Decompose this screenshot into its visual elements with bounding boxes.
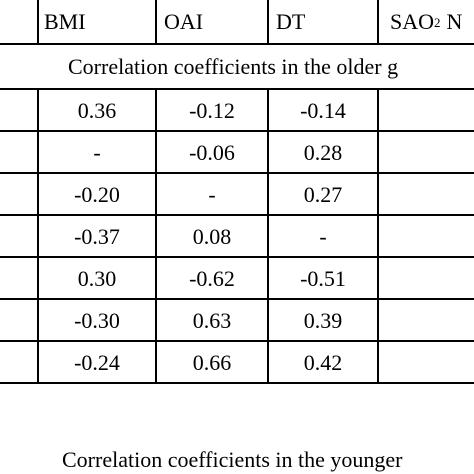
horizontal-rule — [0, 130, 474, 132]
horizontal-rule — [0, 43, 474, 45]
table-cell: 0.27 — [303, 182, 343, 207]
vertical-rule — [37, 88, 39, 384]
vertical-rule — [155, 88, 157, 384]
table-cell: - — [208, 182, 216, 207]
table-cell: 0.36 — [77, 98, 117, 123]
vertical-rule — [267, 88, 269, 384]
horizontal-rule — [0, 256, 474, 258]
horizontal-rule — [0, 382, 474, 384]
table-cell: 0.42 — [303, 350, 343, 375]
table-cell: 0.30 — [77, 266, 117, 291]
vertical-rule — [377, 0, 379, 44]
table-cell: -0.14 — [300, 98, 346, 123]
table-cell: -0.51 — [300, 266, 346, 291]
table-cell: 0.39 — [303, 308, 343, 333]
horizontal-rule — [0, 298, 474, 300]
header-sao2-text: SAO — [390, 9, 435, 34]
table-cell: -0.37 — [74, 224, 120, 249]
table-cell: -0.24 — [74, 350, 120, 375]
vertical-rule — [267, 0, 269, 44]
table-cell: -0.20 — [74, 182, 120, 207]
horizontal-rule — [0, 340, 474, 342]
table-cell: -0.12 — [189, 98, 235, 123]
table-cell: 0.66 — [192, 350, 232, 375]
table-cell: -0.30 — [74, 308, 120, 333]
header-sao2-subscript: 2 — [434, 14, 441, 30]
table-cell: -0.62 — [189, 266, 235, 291]
horizontal-rule — [0, 214, 474, 216]
header-oai: OAI — [164, 9, 204, 34]
header-bmi: BMI — [44, 9, 86, 34]
table-cell: 0.28 — [303, 140, 343, 165]
vertical-rule — [155, 0, 157, 44]
table-cell: -0.06 — [189, 140, 235, 165]
header-sao2-suffix: N — [446, 9, 463, 34]
vertical-rule — [37, 0, 39, 44]
table-cell: - — [93, 140, 101, 165]
table-cell: 0.63 — [192, 308, 232, 333]
header-dt: DT — [276, 9, 306, 34]
section-younger-title: Correlation coefficients in the younger — [62, 447, 403, 472]
header-sao2: SAO 2 N — [378, 0, 474, 44]
vertical-rule — [377, 88, 379, 384]
section-older-title: Correlation coefficients in the older g — [68, 54, 399, 79]
horizontal-rule — [0, 172, 474, 174]
table-cell: - — [319, 224, 327, 249]
horizontal-rule — [0, 88, 474, 90]
table-cell: 0.08 — [192, 224, 232, 249]
